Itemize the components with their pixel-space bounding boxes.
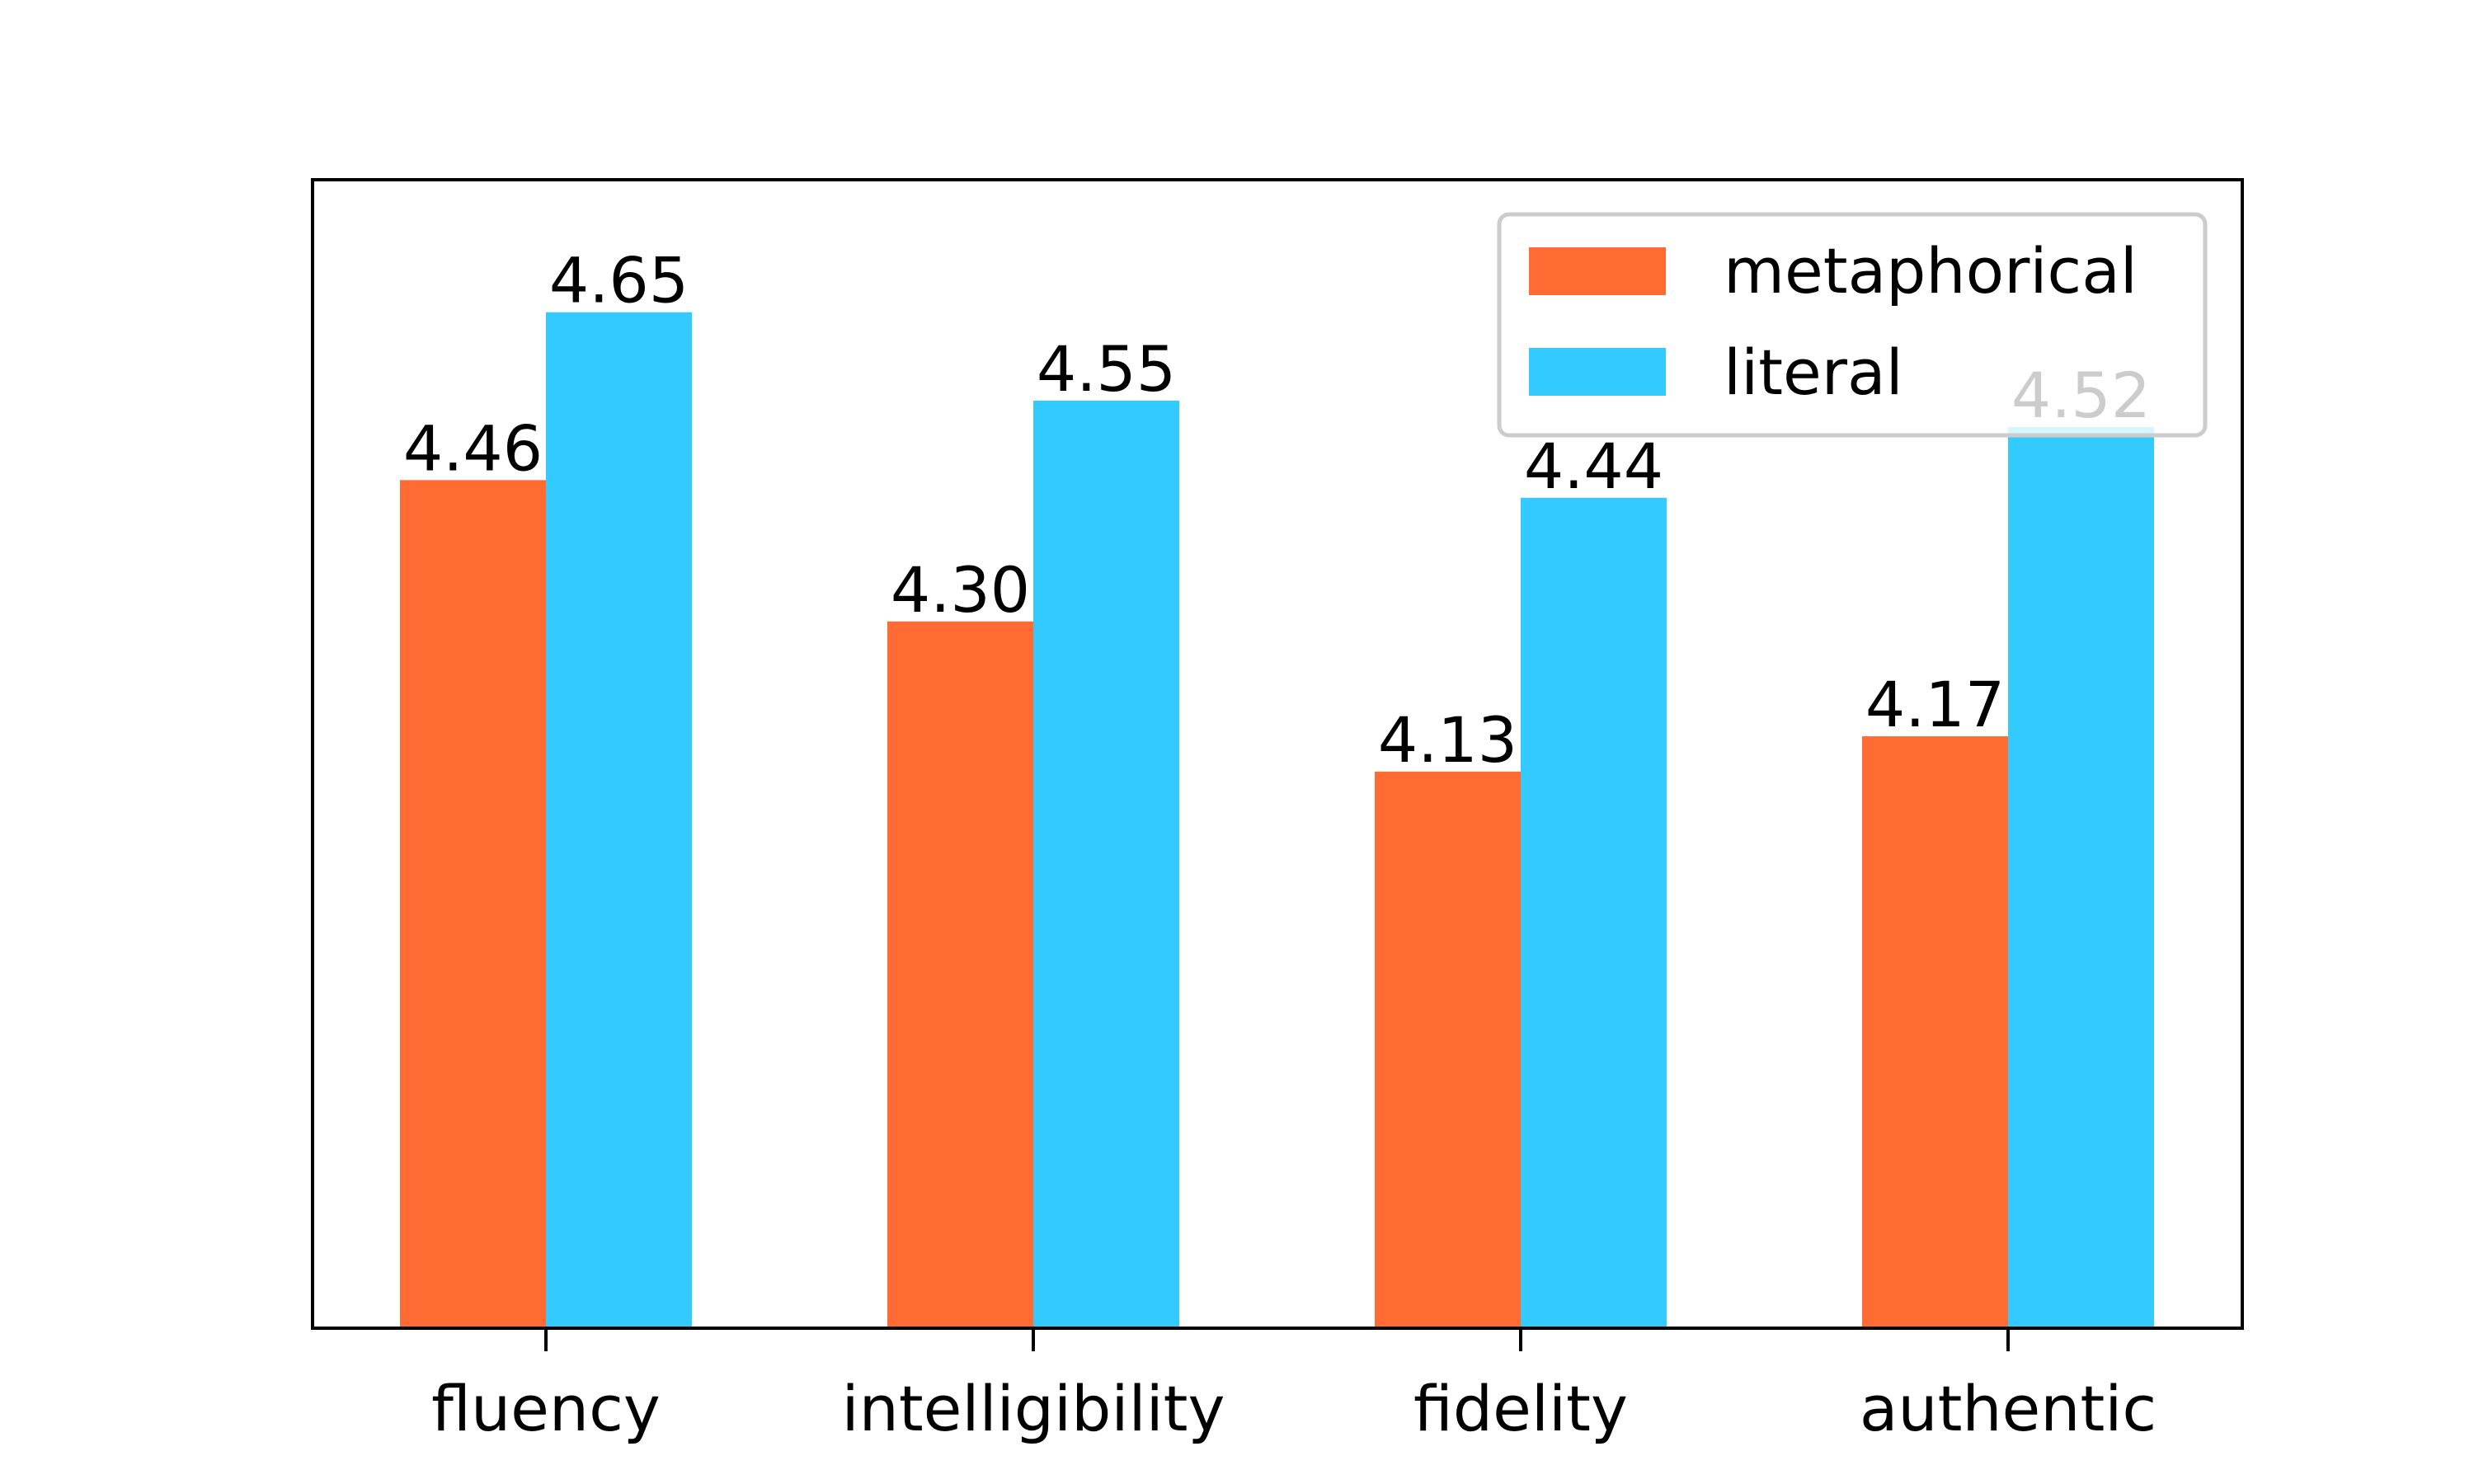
bars-group (400, 312, 2154, 1329)
x-tick-label-fidelity: fidelity (1413, 1372, 1628, 1445)
legend-swatch-metaphorical (1529, 247, 1666, 295)
x-tick-label-intelligibility: intelligibility (842, 1372, 1225, 1445)
bar-literal-fluency (546, 312, 692, 1329)
data-label-literal-fluency: 4.65 (549, 244, 689, 317)
legend-swatch-literal (1529, 348, 1666, 396)
bar-metaphorical-intelligibility (887, 621, 1033, 1328)
x-tick-label-fluency: fluency (431, 1372, 661, 1445)
data-label-literal-intelligibility: 4.55 (1037, 332, 1176, 406)
bar-metaphorical-fluency (400, 480, 546, 1329)
legend-label-metaphorical: metaphorical (1724, 234, 2138, 308)
legend: metaphorical literal (1497, 212, 2208, 438)
x-tick-label-authentic: authentic (1860, 1372, 2157, 1445)
x-axis-ticks: fluency intelligibility fidelity authentic (431, 1328, 2157, 1445)
data-label-metaphorical-authentic: 4.17 (1865, 668, 2005, 741)
data-label-metaphorical-fidelity: 4.13 (1378, 703, 1517, 777)
data-label-literal-fidelity: 4.44 (1524, 430, 1663, 503)
plot-area-frame (311, 178, 2244, 1330)
data-label-metaphorical-fluency: 4.46 (403, 411, 543, 485)
legend-label-literal: literal (1724, 336, 1903, 409)
bar-literal-authentic (2008, 427, 2154, 1328)
bar-metaphorical-fidelity (1375, 771, 1521, 1328)
data-label-metaphorical-intelligibility: 4.30 (891, 553, 1030, 627)
bar-metaphorical-authentic (1862, 736, 2008, 1328)
bar-literal-fidelity (1521, 497, 1667, 1328)
legend-box (1497, 212, 2208, 438)
bar-literal-intelligibility (1033, 400, 1179, 1328)
